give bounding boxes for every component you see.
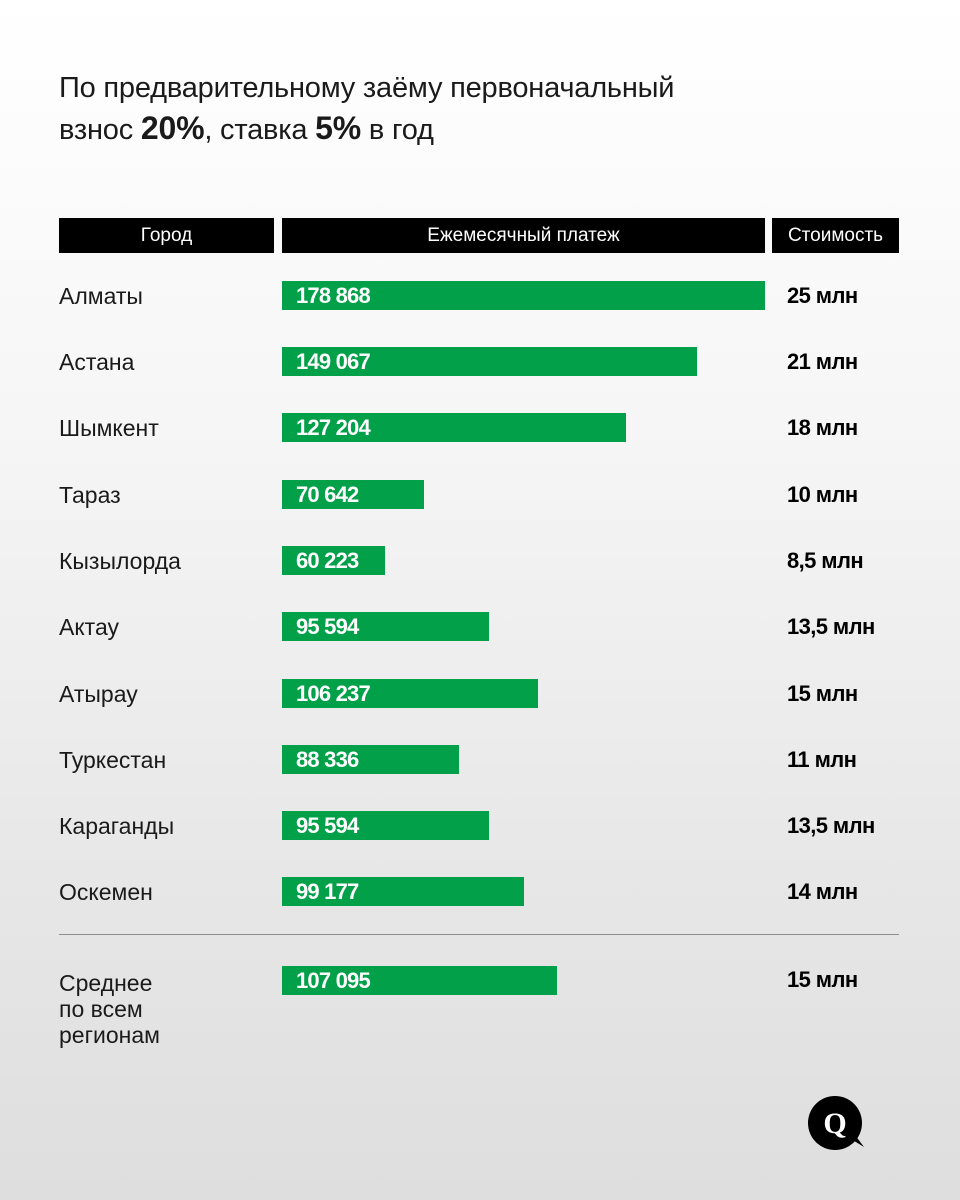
city-label: Караганды xyxy=(59,813,175,839)
svg-text:Q: Q xyxy=(823,1107,846,1140)
city-label: Кызылорда xyxy=(59,548,181,574)
payment-value: 106 237 xyxy=(296,680,371,706)
city-label: Шымкент xyxy=(59,415,159,441)
payment-bar: 127 204 xyxy=(282,413,626,442)
payment-bar: 70 642 xyxy=(282,480,424,509)
header-payment: Ежемесячный платеж xyxy=(282,218,765,253)
payment-value: 70 642 xyxy=(296,481,359,507)
city-label: Астана xyxy=(59,349,135,375)
divider xyxy=(59,934,899,935)
payment-bar: 88 336 xyxy=(282,745,459,774)
payment-bar: 178 868 xyxy=(282,281,765,310)
payment-value: 127 204 xyxy=(296,414,371,440)
city-label: Алматы xyxy=(59,283,143,309)
payment-bar: 95 594 xyxy=(282,612,489,641)
city-label: Атырау xyxy=(59,681,138,707)
payment-value: 60 223 xyxy=(296,547,359,573)
payment-bar: 106 237 xyxy=(282,679,538,708)
average-label: Среднее по всем регионам xyxy=(59,970,160,1048)
cost-value: 10 млн xyxy=(787,482,858,507)
cost-value: 11 млн xyxy=(787,747,857,772)
cost-value: 18 млн xyxy=(787,415,858,440)
payment-value: 88 336 xyxy=(296,746,359,772)
payment-bar: 60 223 xyxy=(282,546,385,575)
header-city: Город xyxy=(59,218,274,253)
cost-value: 15 млн xyxy=(787,681,858,706)
payment-value: 149 067 xyxy=(296,348,371,374)
payment-value: 95 594 xyxy=(296,812,359,838)
header-cost: Стоимость xyxy=(772,218,899,253)
payment-bar: 95 594 xyxy=(282,811,489,840)
payment-bar: 149 067 xyxy=(282,347,697,376)
title-line-2: взнос 20%, ставка 5% в год xyxy=(59,110,434,146)
city-label: Оскемен xyxy=(59,879,153,905)
cost-value: 21 млн xyxy=(787,349,858,374)
cost-value: 14 млн xyxy=(787,879,858,904)
average-bar: 107 095 xyxy=(282,966,557,995)
average-cost: 15 млн xyxy=(787,967,858,992)
cost-value: 25 млн xyxy=(787,283,858,308)
payment-value: 99 177 xyxy=(296,878,359,904)
city-label: Тараз xyxy=(59,482,121,508)
payment-value: 95 594 xyxy=(296,613,359,639)
cost-value: 13,5 млн xyxy=(787,614,875,639)
average-bar-value: 107 095 xyxy=(296,967,371,993)
chart-title: По предварительному заёму первоначальный… xyxy=(59,68,779,150)
title-line-1: По предварительному заёму первоначальный xyxy=(59,72,675,104)
cost-value: 13,5 млн xyxy=(787,813,875,838)
city-label: Актау xyxy=(59,614,119,640)
payment-bar: 99 177 xyxy=(282,877,524,906)
city-label: Туркестан xyxy=(59,747,167,773)
speech-bubble-q-logo-icon: Q xyxy=(808,1096,864,1150)
payment-value: 178 868 xyxy=(296,282,371,308)
cost-value: 8,5 млн xyxy=(787,548,864,573)
